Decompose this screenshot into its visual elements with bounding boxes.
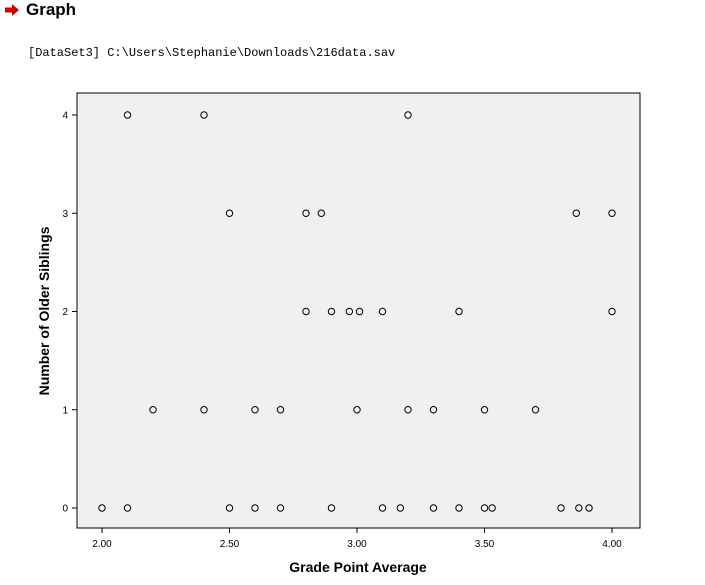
- data-point: [225, 504, 234, 512]
- data-point: [123, 111, 132, 119]
- data-point: [378, 307, 387, 316]
- heading-title: Graph: [26, 0, 77, 19]
- data-point: [98, 504, 106, 512]
- data-point: [575, 504, 583, 512]
- x-tick-label: 2.00: [92, 539, 112, 550]
- x-tick-label: 3.00: [347, 539, 367, 550]
- data-point: [317, 209, 325, 217]
- x-tick-label: 4.00: [602, 539, 622, 550]
- data-point: [225, 209, 234, 217]
- data-point: [480, 406, 489, 414]
- data-point: [276, 406, 285, 414]
- right-arrow-icon: [5, 4, 19, 16]
- data-point: [276, 504, 285, 512]
- data-point: [302, 209, 310, 217]
- y-tick-label: 3: [62, 209, 68, 220]
- data-point: [429, 406, 438, 414]
- data-points: [98, 111, 616, 512]
- data-point: [404, 406, 412, 414]
- data-point: [455, 504, 463, 512]
- data-point: [327, 307, 336, 316]
- data-point: [123, 504, 132, 512]
- y-tick-label: 2: [62, 307, 68, 318]
- data-point: [251, 504, 259, 512]
- y-tick-label: 0: [62, 504, 68, 515]
- x-tick-label: 3.50: [475, 539, 495, 550]
- data-point: [488, 504, 496, 512]
- data-point: [353, 406, 361, 414]
- x-axis: 2.00 2.50 3.00 3.50 4.00: [92, 528, 622, 550]
- data-point: [572, 209, 580, 217]
- data-point: [396, 504, 405, 512]
- y-axis: 0 1 2 3 4: [62, 111, 77, 515]
- x-axis-label: Grade Point Average: [289, 559, 427, 575]
- data-point: [149, 406, 157, 414]
- plot-area: [76, 92, 641, 529]
- y-tick-label: 1: [62, 405, 68, 416]
- data-point: [429, 504, 438, 512]
- y-axis-label: Number of Older Siblings: [36, 226, 52, 395]
- data-point: [608, 209, 616, 217]
- y-tick-label: 4: [62, 111, 68, 122]
- data-point: [345, 307, 354, 316]
- data-point: [557, 504, 565, 512]
- data-point: [302, 307, 310, 316]
- data-point: [355, 307, 364, 316]
- data-point: [480, 504, 489, 512]
- data-point: [200, 406, 208, 414]
- output-heading: Graph: [4, 0, 76, 20]
- data-point: [200, 111, 208, 119]
- x-tick-label: 2.50: [220, 539, 240, 550]
- data-point: [378, 504, 387, 512]
- data-point: [404, 111, 412, 119]
- dataset-path: [DataSet3] C:\Users\Stephanie\Downloads\…: [28, 46, 396, 60]
- data-point: [251, 406, 259, 414]
- data-point: [585, 504, 593, 512]
- data-point: [455, 307, 463, 316]
- data-point: [327, 504, 336, 512]
- data-point: [531, 406, 540, 414]
- data-point: [608, 307, 616, 316]
